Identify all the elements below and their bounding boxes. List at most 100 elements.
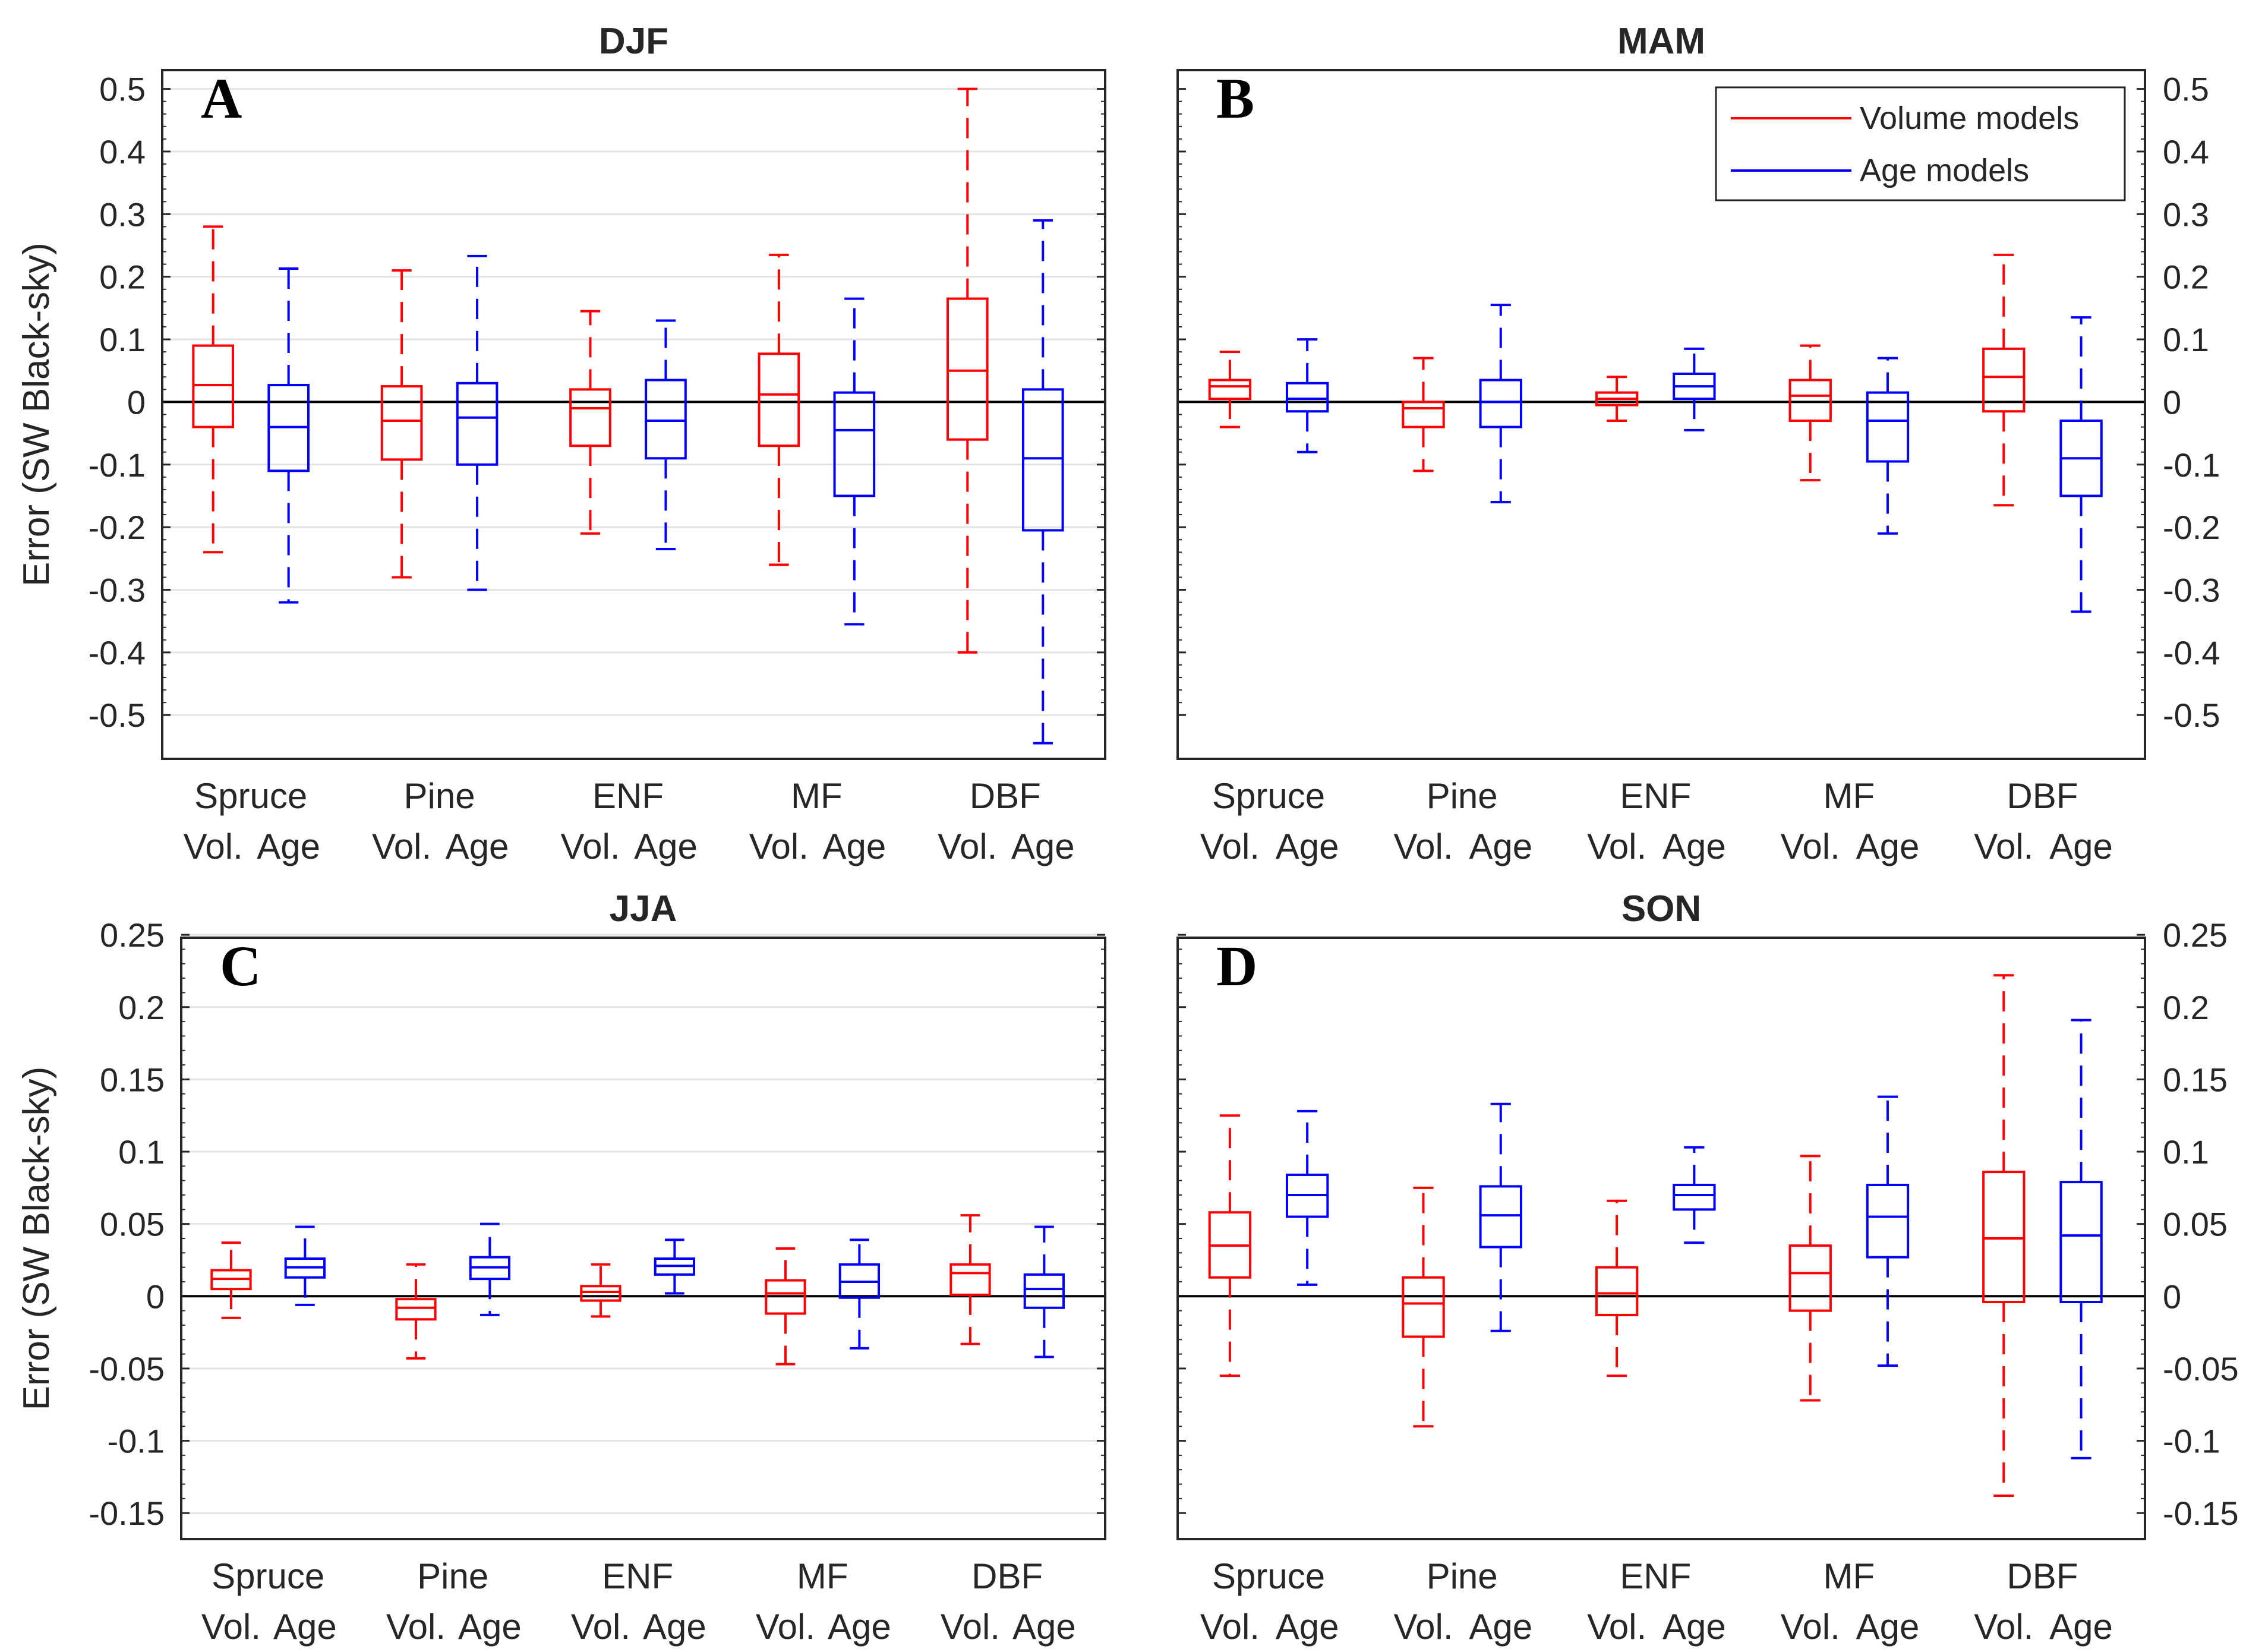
y-tick-label: -0.2 xyxy=(89,509,146,546)
box-iqr xyxy=(192,344,235,428)
box-vol-mf xyxy=(1788,344,1832,482)
subcategory-label-age: Age xyxy=(1469,827,1532,866)
box-iqr xyxy=(380,385,423,461)
subcategory-label-vol: Vol. xyxy=(372,827,431,866)
box-age-pine xyxy=(456,254,499,591)
category-label: ENF xyxy=(1620,776,1691,816)
y-tick-label: -0.5 xyxy=(89,696,146,734)
y-tick-label: -0.1 xyxy=(2163,446,2220,484)
box-vol-pine xyxy=(1402,357,1445,472)
box-iqr xyxy=(946,297,989,441)
subcategory-label-age: Age xyxy=(446,827,509,866)
y-tick-label: -0.1 xyxy=(89,446,146,484)
panel-title: JJA xyxy=(610,888,677,929)
subcategory-label-vol: Vol. xyxy=(560,827,620,866)
y-tick-label: 0.2 xyxy=(2163,989,2209,1026)
box-vol-spruce xyxy=(1208,351,1252,428)
legend-label: Age models xyxy=(1860,153,2029,188)
box-vol-dbf xyxy=(949,1214,991,1345)
box-age-enf xyxy=(654,1238,696,1295)
category-label: ENF xyxy=(592,776,664,816)
box-vol-mf xyxy=(765,1247,806,1366)
subcategory-label-vol: Vol. xyxy=(1587,827,1646,866)
box-iqr xyxy=(1866,391,1910,463)
y-tick-label: 0.1 xyxy=(99,321,146,358)
panel-letter: A xyxy=(201,67,242,130)
box-vol-mf xyxy=(1788,1155,1832,1402)
box-age-pine xyxy=(1479,1102,1522,1332)
box-iqr xyxy=(1285,382,1329,413)
y-tick-label: -0.15 xyxy=(89,1495,165,1532)
box-age-dbf xyxy=(2059,1019,2103,1459)
box-age-enf xyxy=(1673,347,1716,431)
subcategory-label-age: Age xyxy=(1856,1607,1920,1647)
subcategory-label-age: Age xyxy=(1662,827,1726,866)
panel-a: -0.5 -0.4 -0.3 -0.2 -0.1 0 0.1 0.2 0.3 0.4 0.5 Spru… xyxy=(16,21,1106,866)
category-label: Pine xyxy=(404,776,475,816)
y-tick-label: 0.15 xyxy=(2163,1061,2228,1098)
subcategory-label-age: Age xyxy=(2049,1607,2113,1647)
axes-frame xyxy=(1176,69,2146,760)
subcategory-label-vol: Vol. xyxy=(1781,827,1840,866)
box-iqr xyxy=(833,391,876,497)
y-tick-label: 0.05 xyxy=(2163,1206,2228,1243)
subcategory-label-age: Age xyxy=(273,1607,337,1647)
box-vol-mf xyxy=(758,253,800,566)
category-label: MF xyxy=(1824,1556,1875,1596)
y-tick-label: -0.05 xyxy=(89,1350,165,1388)
box-iqr xyxy=(1982,347,2026,413)
box-vol-enf xyxy=(569,310,611,535)
subcategory-label-vol: Vol. xyxy=(184,827,243,866)
subcategory-label-vol: Vol. xyxy=(1393,1607,1453,1647)
legend-label: Volume models xyxy=(1860,100,2079,136)
subcategory-label-vol: Vol. xyxy=(1587,1607,1646,1647)
box-iqr xyxy=(1866,1183,1910,1259)
category-label: Spruce xyxy=(1212,776,1325,816)
y-tick-label: 0.3 xyxy=(99,196,146,233)
y-tick-label: -0.3 xyxy=(2163,572,2220,609)
panel-letter: C xyxy=(220,934,261,998)
subcategory-label-age: Age xyxy=(257,827,320,866)
box-iqr xyxy=(1023,1273,1065,1309)
box-age-spruce xyxy=(284,1225,326,1306)
box-iqr xyxy=(2059,1181,2103,1304)
subcategory-label-age: Age xyxy=(643,1607,706,1647)
box-vol-dbf xyxy=(1982,253,2026,507)
subcategory-label-vol: Vol. xyxy=(1781,1607,1840,1647)
subcategory-label-vol: Vol. xyxy=(941,1607,1000,1647)
y-tick-label: -0.4 xyxy=(2163,634,2220,671)
subcategory-label-age: Age xyxy=(1469,1607,1532,1647)
subcategory-label-age: Age xyxy=(458,1607,522,1647)
subcategory-label-vol: Vol. xyxy=(386,1607,446,1647)
box-age-dbf xyxy=(1023,1225,1065,1358)
subcategory-label-vol: Vol. xyxy=(938,827,997,866)
box-vol-enf xyxy=(1595,376,1639,423)
y-tick-label: 0.15 xyxy=(100,1061,165,1098)
y-tick-label: 0.25 xyxy=(2163,916,2228,954)
box-iqr xyxy=(569,388,611,447)
category-label: DBF xyxy=(970,776,1041,816)
box-age-mf xyxy=(833,297,876,626)
legend-box xyxy=(1715,86,2126,201)
subcategory-label-age: Age xyxy=(1662,1607,1726,1647)
y-axis-label: Error (SW Black-sky) xyxy=(16,242,57,587)
y-tick-label: 0.4 xyxy=(2163,133,2209,171)
box-iqr xyxy=(456,382,499,466)
y-tick-label: -0.3 xyxy=(89,572,146,609)
y-tick-label: 0.25 xyxy=(100,916,165,954)
box-age-dbf xyxy=(2059,316,2103,613)
box-iqr xyxy=(1595,1266,1639,1316)
box-iqr xyxy=(395,1298,437,1321)
box-iqr xyxy=(1982,1171,2026,1304)
box-vol-dbf xyxy=(1982,974,2026,1497)
box-age-mf xyxy=(1866,1095,1910,1367)
category-label: ENF xyxy=(1620,1556,1691,1596)
box-iqr xyxy=(580,1285,622,1302)
y-tick-label: -0.05 xyxy=(2163,1350,2239,1388)
axes-frame xyxy=(180,937,1106,1540)
y-tick-label: -0.1 xyxy=(2163,1423,2220,1460)
box-age-enf xyxy=(645,319,687,551)
y-tick-label: 0.1 xyxy=(118,1133,165,1171)
y-tick-label: -0.5 xyxy=(2163,696,2220,734)
